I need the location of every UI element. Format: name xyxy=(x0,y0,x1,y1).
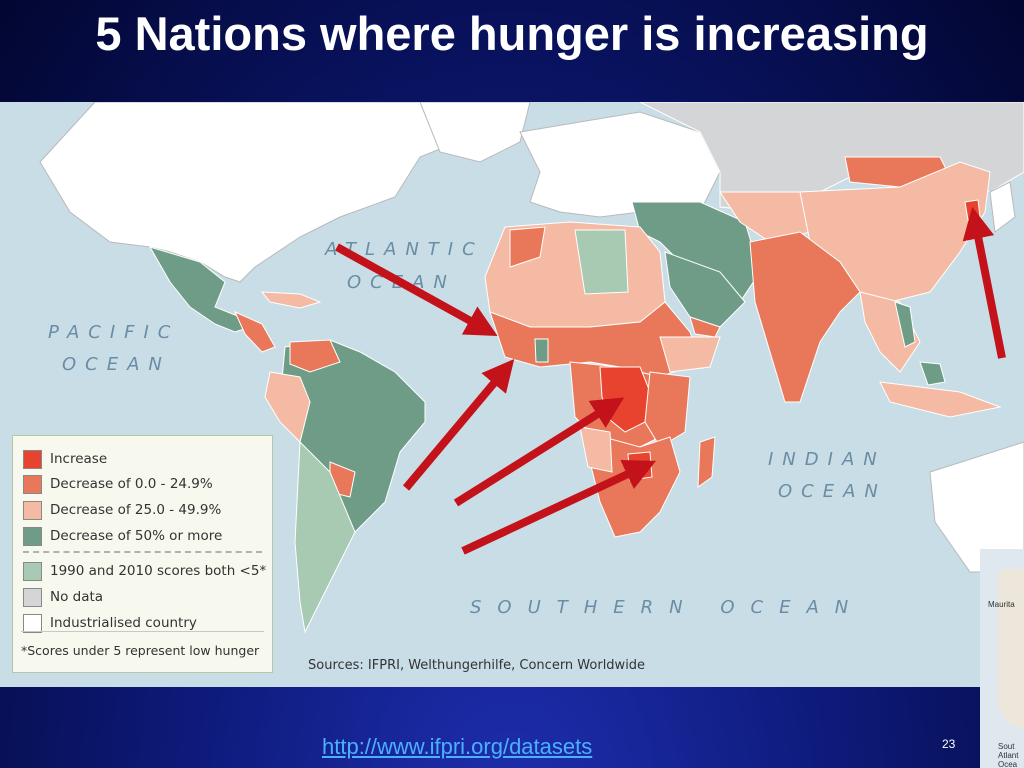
legend-swatch xyxy=(23,526,42,546)
legend-label: Decrease of 50% or more xyxy=(50,528,223,544)
source-link[interactable]: http://www.ifpri.org/datasets xyxy=(322,734,593,759)
south-america-north xyxy=(289,339,341,373)
map-legend: Increase Decrease of 0.0 - 24.9% Decreas… xyxy=(12,435,273,673)
india-country xyxy=(749,231,861,403)
vietnam-country xyxy=(894,301,916,348)
central-america xyxy=(234,311,276,353)
hunger-map: ATLANTIC OCEAN PACIFIC OCEAN INDIAN OCEA… xyxy=(0,102,1024,687)
legend-label: Decrease of 0.0 - 24.9% xyxy=(50,476,213,492)
southern-increase-country xyxy=(627,451,653,481)
indian-ocean-label-2: OCEAN xyxy=(778,481,887,502)
legend-label: Decrease of 25.0 - 49.9% xyxy=(50,502,222,518)
legend-label: 1990 and 2010 scores both <5* xyxy=(50,563,267,579)
legend-item-low-both: 1990 and 2010 scores both <5* xyxy=(23,560,266,582)
horn-of-africa xyxy=(659,336,721,373)
pacific-ocean-label-1: PACIFIC xyxy=(48,322,180,343)
legend-item-increase: Increase xyxy=(23,448,107,470)
legend-swatch xyxy=(23,561,42,581)
caribbean-islands xyxy=(260,291,322,309)
world-map-shapes xyxy=(39,102,1024,634)
indian-ocean-label-1: INDIAN xyxy=(768,449,886,470)
legend-item-no-data: No data xyxy=(23,586,103,608)
legend-item-decrease-0-24: Decrease of 0.0 - 24.9% xyxy=(23,473,213,495)
angola-region xyxy=(579,426,613,473)
southern-ocean-label: SOUTHERN OCEAN xyxy=(470,597,865,618)
legend-swatch xyxy=(23,613,42,633)
inset-label: Sout Atlant Ocea xyxy=(998,742,1018,768)
legend-swatch xyxy=(23,449,42,469)
morocco-country xyxy=(509,226,546,268)
atlantic-ocean-label-1: ATLANTIC xyxy=(325,239,484,260)
north-america-land xyxy=(39,102,521,283)
philippines-islands xyxy=(919,361,946,386)
inset-map-fragment: Maurita Sout Atlant Ocea xyxy=(980,549,1024,768)
north-korea-country xyxy=(964,199,981,221)
legend-item-decrease-50-plus: Decrease of 50% or more xyxy=(23,525,222,547)
libya-country xyxy=(574,229,629,295)
legend-label: No data xyxy=(50,589,104,605)
legend-label: Industrialised country xyxy=(50,615,197,631)
slide-title: 5 Nations where hunger is increasing xyxy=(95,7,929,60)
inset-land xyxy=(998,569,1024,729)
indonesia-islands xyxy=(879,381,1002,418)
inset-label-line: Atlant xyxy=(998,751,1019,760)
legend-item-decrease-25-49: Decrease of 25.0 - 49.9% xyxy=(23,499,221,521)
south-america-cone xyxy=(294,440,356,634)
greenland-land xyxy=(419,102,531,163)
legend-swatch xyxy=(23,587,42,607)
legend-separator xyxy=(23,551,262,553)
legend-footnote: *Scores under 5 represent low hunger xyxy=(21,643,260,658)
legend-item-industrialised: Industrialised country xyxy=(23,612,197,634)
atlantic-ocean-label-2: OCEAN xyxy=(347,272,456,293)
east-africa xyxy=(644,371,691,448)
legend-swatch xyxy=(23,474,42,494)
inset-label-line: Sout xyxy=(998,742,1015,751)
map-sources: Sources: IFPRI, Welthungerhilfe, Concern… xyxy=(308,658,646,673)
page-number: 23 xyxy=(942,737,956,751)
inset-label-line: Ocea xyxy=(998,760,1018,768)
madagascar-island xyxy=(697,436,716,489)
west-africa-green xyxy=(534,338,549,363)
inset-label: Maurita xyxy=(988,600,1015,609)
legend-label: Increase xyxy=(50,451,108,467)
legend-note-divider xyxy=(21,631,264,632)
pacific-ocean-label-2: OCEAN xyxy=(62,354,171,375)
legend-swatch xyxy=(23,500,42,520)
